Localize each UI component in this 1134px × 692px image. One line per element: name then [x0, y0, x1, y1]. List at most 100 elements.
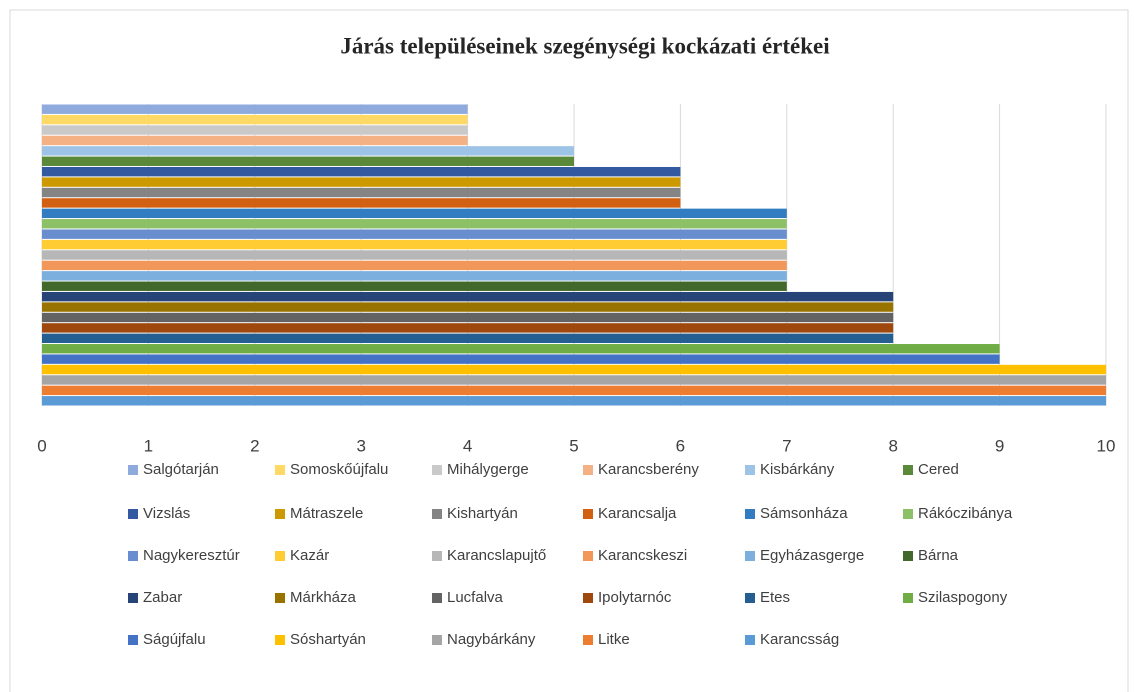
legend-label: Karancsság: [760, 631, 839, 648]
legend-swatch: [275, 593, 285, 603]
legend-swatch: [432, 635, 442, 645]
legend-label: Bárna: [918, 547, 959, 564]
legend-label: Mátraszele: [290, 505, 363, 522]
legend-label: Márkháza: [290, 589, 357, 606]
legend-label: Karancsalja: [598, 505, 677, 522]
legend-label: Nagybárkány: [447, 631, 536, 648]
legend-swatch: [583, 593, 593, 603]
x-tick-label: 3: [356, 436, 365, 455]
bar: [42, 156, 574, 166]
legend-swatch: [275, 551, 285, 561]
bar: [42, 260, 787, 271]
legend-label: Zabar: [143, 589, 182, 606]
bar: [42, 291, 894, 302]
legend-swatch: [583, 551, 593, 561]
bar: [42, 104, 468, 114]
legend-swatch: [128, 635, 138, 645]
legend-swatch: [745, 593, 755, 603]
legend-swatch: [583, 509, 593, 519]
legend-label: Szilaspogony: [918, 589, 1008, 606]
legend-swatch: [903, 509, 913, 519]
bar: [42, 135, 468, 146]
legend-label: Kishartyán: [447, 505, 518, 522]
legend-swatch: [432, 551, 442, 561]
legend-swatch: [432, 465, 442, 475]
bar: [42, 250, 787, 260]
bar: [42, 146, 574, 156]
bar: [42, 323, 894, 333]
bar: [42, 312, 894, 323]
x-tick-label: 9: [995, 436, 1004, 455]
legend-label: Somoskőújfalu: [290, 461, 388, 478]
legend-swatch: [903, 465, 913, 475]
legend-label: Karancslapujtő: [447, 547, 546, 564]
bar: [42, 271, 787, 281]
legend-label: Litke: [598, 631, 630, 648]
x-tick-label: 6: [676, 436, 685, 455]
legend-swatch: [903, 593, 913, 603]
legend-label: Nagykeresztúr: [143, 547, 240, 564]
legend-label: Karancskeszi: [598, 547, 687, 564]
legend-label: Ságújfalu: [143, 631, 206, 648]
legend-label: Sóshartyán: [290, 631, 366, 648]
legend-swatch: [745, 465, 755, 475]
bar: [42, 375, 1106, 385]
bar: [42, 239, 787, 250]
legend-label: Kazár: [290, 547, 329, 564]
legend-swatch: [583, 635, 593, 645]
bar: [42, 385, 1106, 396]
legend-swatch: [903, 551, 913, 561]
x-tick-label: 5: [569, 436, 578, 455]
legend-label: Mihálygerge: [447, 461, 529, 478]
legend-swatch: [275, 635, 285, 645]
legend-label: Etes: [760, 589, 790, 606]
legend-swatch: [128, 465, 138, 475]
x-tick-label: 1: [144, 436, 153, 455]
bar: [42, 333, 894, 344]
legend-label: Vizslás: [143, 505, 190, 522]
legend-swatch: [745, 509, 755, 519]
x-tick-label: 8: [888, 436, 897, 455]
legend-swatch: [432, 593, 442, 603]
bar: [42, 166, 681, 177]
legend-swatch: [128, 593, 138, 603]
bar: [42, 198, 681, 208]
x-tick-label: 4: [463, 436, 472, 455]
legend-label: Sámsonháza: [760, 505, 848, 522]
legend-label: Kisbárkány: [760, 461, 835, 478]
bar: [42, 396, 1106, 406]
legend-label: Rákóczibánya: [918, 505, 1013, 522]
bar: [42, 364, 1106, 375]
legend-swatch: [745, 635, 755, 645]
legend-label: Cered: [918, 461, 959, 478]
bar: [42, 354, 1000, 364]
bar: [42, 208, 787, 219]
bar: [42, 229, 787, 239]
legend-swatch: [275, 465, 285, 475]
legend-swatch: [432, 509, 442, 519]
x-tick-label: 10: [1097, 436, 1116, 455]
bar: [42, 281, 787, 291]
bar: [42, 114, 468, 125]
legend-label: Salgótarján: [143, 461, 219, 478]
legend-swatch: [128, 551, 138, 561]
legend-label: Egyházasgerge: [760, 547, 864, 564]
legend-label: Ipolytarnóc: [598, 589, 672, 606]
bar: [42, 125, 468, 135]
x-tick-label: 7: [782, 436, 791, 455]
bar: [42, 177, 681, 187]
bar: [42, 219, 787, 229]
chart-title: Járás településeinek szegénységi kockáza…: [340, 33, 830, 58]
bar: [42, 187, 681, 198]
legend-swatch: [583, 465, 593, 475]
bar: [42, 344, 1000, 354]
x-tick-label: 2: [250, 436, 259, 455]
legend-label: Lucfalva: [447, 589, 504, 606]
legend-swatch: [275, 509, 285, 519]
x-tick-label: 0: [37, 436, 46, 455]
legend-swatch: [128, 509, 138, 519]
legend-swatch: [745, 551, 755, 561]
legend-label: Karancsberény: [598, 461, 699, 478]
bar: [42, 302, 894, 312]
